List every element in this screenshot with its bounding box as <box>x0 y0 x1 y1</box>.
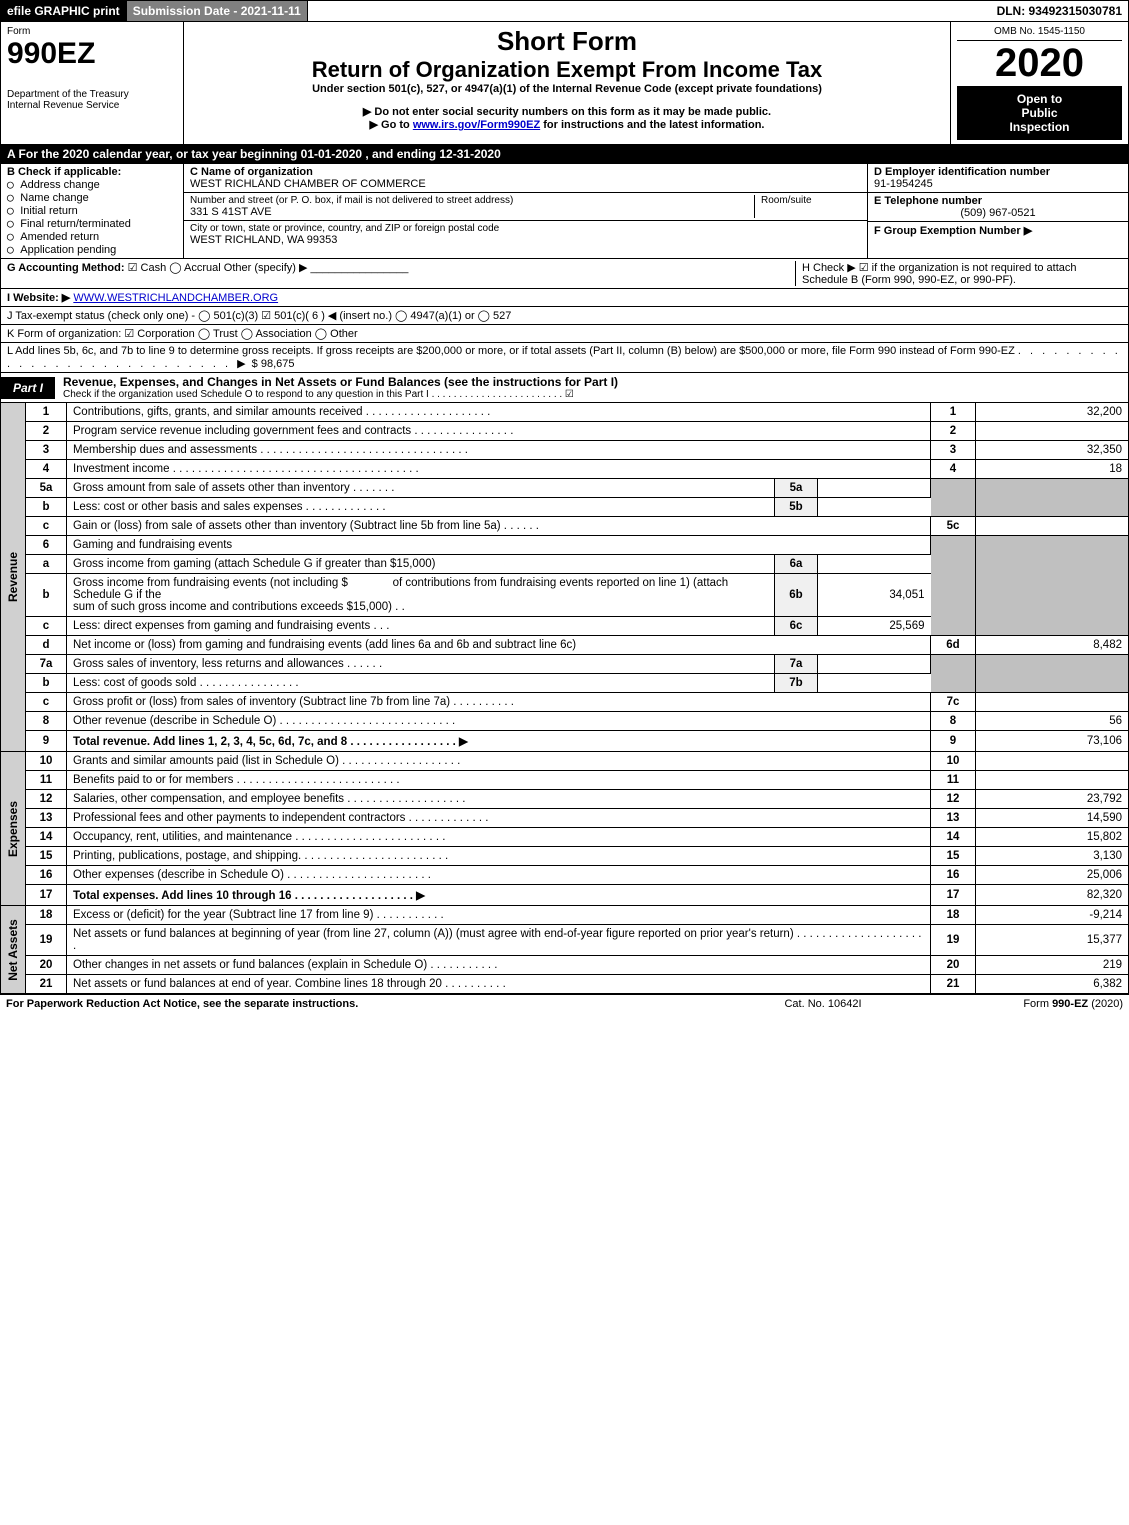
net-assets-table: 18 Excess or (deficit) for the year (Sub… <box>26 906 1128 993</box>
line-20: 20 Other changes in net assets or fund b… <box>26 956 1128 975</box>
org-address: 331 S 41ST AVE <box>190 206 754 218</box>
efile-print-button[interactable]: efile GRAPHIC print <box>1 1 127 21</box>
check-address-change[interactable]: ◯ Address change <box>7 178 177 191</box>
org-name: WEST RICHLAND CHAMBER OF COMMERCE <box>190 178 861 190</box>
part-i-tab: Part I <box>1 377 55 399</box>
address-label: Number and street (or P. O. box, if mail… <box>190 195 754 206</box>
line-19: 19 Net assets or fund balances at beginn… <box>26 925 1128 956</box>
open-public-box: Open to Public Inspection <box>957 86 1122 140</box>
net-assets-side-label: Net Assets <box>1 906 26 993</box>
line-7a: 7a Gross sales of inventory, less return… <box>26 655 1128 674</box>
org-city: WEST RICHLAND, WA 99353 <box>190 234 499 246</box>
city-label: City or town, state or province, country… <box>190 223 499 234</box>
line-7c: c Gross profit or (loss) from sales of i… <box>26 693 1128 712</box>
revenue-side-label: Revenue <box>1 403 26 751</box>
accounting-method-label: G Accounting Method: <box>7 262 125 274</box>
dln-number: DLN: 93492315030781 <box>991 1 1128 21</box>
revenue-section: Revenue 1 Contributions, gifts, grants, … <box>0 403 1129 752</box>
row-k-form-org: K Form of organization: ☑ Corporation ◯ … <box>0 325 1129 343</box>
row-j-tax-exempt: J Tax-exempt status (check only one) - ◯… <box>0 307 1129 325</box>
footer-cat-no: Cat. No. 10642I <box>723 998 923 1010</box>
website-link[interactable]: WWW.WESTRICHLANDCHAMBER.ORG <box>73 292 278 304</box>
row-g-h: G Accounting Method: ☑ Cash ◯ Accrual Ot… <box>0 259 1129 289</box>
line-12: 12 Salaries, other compensation, and emp… <box>26 790 1128 809</box>
line-6: 6 Gaming and fundraising events <box>26 536 1128 555</box>
short-form-title: Short Form <box>190 26 944 57</box>
line-15: 15 Printing, publications, postage, and … <box>26 847 1128 866</box>
revenue-table: 1 Contributions, gifts, grants, and simi… <box>26 403 1128 751</box>
row-l-gross-receipts: L Add lines 5b, 6c, and 7b to line 9 to … <box>0 343 1129 373</box>
line-5a: 5a Gross amount from sale of assets othe… <box>26 479 1128 498</box>
line-9: 9 Total revenue. Add lines 1, 2, 3, 4, 5… <box>26 731 1128 752</box>
irs-link[interactable]: www.irs.gov/Form990EZ <box>413 119 540 131</box>
dept-treasury: Department of the Treasury <box>7 89 177 100</box>
row-i-website: I Website: ▶ WWW.WESTRICHLANDCHAMBER.ORG <box>0 289 1129 307</box>
form-number: 990EZ <box>7 37 177 71</box>
expenses-side-label: Expenses <box>1 752 26 905</box>
expenses-table: 10 Grants and similar amounts paid (list… <box>26 752 1128 905</box>
line-6d: d Net income or (loss) from gaming and f… <box>26 636 1128 655</box>
group-exemption-label: F Group Exemption Number ▶ <box>874 224 1122 237</box>
line-8: 8 Other revenue (describe in Schedule O)… <box>26 712 1128 731</box>
check-accrual[interactable]: ◯ Accrual <box>169 262 220 274</box>
expenses-section: Expenses 10 Grants and similar amounts p… <box>0 752 1129 906</box>
part-i-title: Revenue, Expenses, and Changes in Net As… <box>63 375 1120 389</box>
subtitle: Under section 501(c), 527, or 4947(a)(1)… <box>190 83 944 95</box>
phone-value: (509) 967-0521 <box>874 207 1122 219</box>
part-i-header: Part I Revenue, Expenses, and Changes in… <box>0 373 1129 403</box>
ssn-warning: ▶ Do not enter social security numbers o… <box>190 105 944 118</box>
line-11: 11 Benefits paid to or for members . . .… <box>26 771 1128 790</box>
page-footer: For Paperwork Reduction Act Notice, see … <box>0 994 1129 1013</box>
check-initial-return[interactable]: ◯ Initial return <box>7 204 177 217</box>
check-application-pending[interactable]: ◯ Application pending <box>7 243 177 256</box>
submission-date: Submission Date - 2021-11-11 <box>127 1 308 21</box>
line-1: 1 Contributions, gifts, grants, and simi… <box>26 403 1128 422</box>
form-header: Form 990EZ Department of the Treasury In… <box>0 22 1129 145</box>
ein-value: 91-1954245 <box>874 178 1122 190</box>
line-5c: c Gain or (loss) from sale of assets oth… <box>26 517 1128 536</box>
omb-number: OMB No. 1545-1150 <box>957 26 1122 41</box>
line-3: 3 Membership dues and assessments . . . … <box>26 441 1128 460</box>
line-21: 21 Net assets or fund balances at end of… <box>26 975 1128 994</box>
room-suite-label: Room/suite <box>761 195 861 206</box>
main-title: Return of Organization Exempt From Incom… <box>190 57 944 83</box>
org-info-block: B Check if applicable: ◯ Address change … <box>0 164 1129 259</box>
check-final-return[interactable]: ◯ Final return/terminated <box>7 217 177 230</box>
goto-instructions: ▶ Go to www.irs.gov/Form990EZ for instru… <box>190 118 944 131</box>
line-10: 10 Grants and similar amounts paid (list… <box>26 752 1128 771</box>
box-b-header: B Check if applicable: <box>7 166 177 178</box>
line-2: 2 Program service revenue including gove… <box>26 422 1128 441</box>
footer-form-ref: Form 990-EZ (2020) <box>923 998 1123 1010</box>
footer-left: For Paperwork Reduction Act Notice, see … <box>6 998 723 1010</box>
tax-year: 2020 <box>957 41 1122 86</box>
net-assets-section: Net Assets 18 Excess or (deficit) for th… <box>0 906 1129 994</box>
phone-label: E Telephone number <box>874 195 1122 207</box>
irs-label: Internal Revenue Service <box>7 100 177 111</box>
ein-label: D Employer identification number <box>874 166 1122 178</box>
top-bar: efile GRAPHIC print Submission Date - 20… <box>0 0 1129 22</box>
c-name-label: C Name of organization <box>190 166 861 178</box>
part-i-subtitle: Check if the organization used Schedule … <box>63 389 1120 400</box>
form-label: Form <box>7 26 177 37</box>
h-schedule-b: H Check ▶ ☑ if the organization is not r… <box>795 261 1122 286</box>
section-a-period: A For the 2020 calendar year, or tax yea… <box>0 145 1129 164</box>
line-16: 16 Other expenses (describe in Schedule … <box>26 866 1128 885</box>
line-14: 14 Occupancy, rent, utilities, and maint… <box>26 828 1128 847</box>
line-13: 13 Professional fees and other payments … <box>26 809 1128 828</box>
line-18: 18 Excess or (deficit) for the year (Sub… <box>26 906 1128 925</box>
check-cash[interactable]: ☑ Cash <box>128 262 167 274</box>
line-4: 4 Investment income . . . . . . . . . . … <box>26 460 1128 479</box>
check-other-method[interactable]: Other (specify) ▶ ________________ <box>224 262 409 274</box>
check-name-change[interactable]: ◯ Name change <box>7 191 177 204</box>
line-17: 17 Total expenses. Add lines 10 through … <box>26 885 1128 906</box>
check-amended-return[interactable]: ◯ Amended return <box>7 230 177 243</box>
